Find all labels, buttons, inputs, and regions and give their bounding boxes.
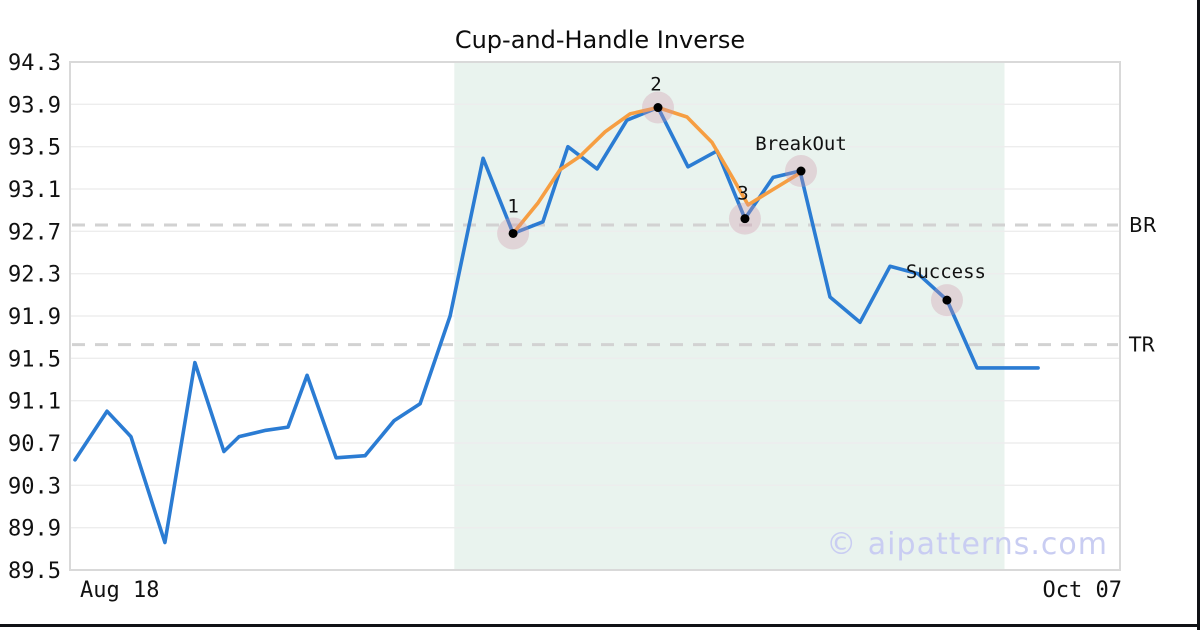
marker-label: Success bbox=[906, 261, 986, 283]
marker-label: 3 bbox=[737, 183, 748, 205]
marker-dot bbox=[653, 103, 663, 113]
image-border-bottom bbox=[0, 624, 1200, 627]
y-tick-label: 93.5 bbox=[8, 136, 61, 161]
marker-dot bbox=[508, 228, 518, 238]
price-line bbox=[73, 105, 1040, 545]
y-tick-label: 89.5 bbox=[8, 559, 61, 584]
marker-dot bbox=[796, 166, 806, 176]
x-tick-label: Aug 18 bbox=[80, 578, 159, 603]
y-tick-label: 92.7 bbox=[8, 220, 61, 245]
marker-dot bbox=[942, 295, 952, 305]
image-border-right bbox=[1197, 0, 1200, 630]
marker-label: 1 bbox=[507, 195, 518, 217]
y-tick-label: 93.9 bbox=[8, 93, 61, 118]
marker-dot bbox=[740, 214, 750, 224]
y-tick-label: 91.9 bbox=[8, 305, 61, 330]
marker-label: BreakOut bbox=[755, 133, 847, 155]
plot-border bbox=[69, 61, 1121, 571]
y-tick-label: 92.3 bbox=[8, 263, 61, 288]
y-tick-label: 91.1 bbox=[8, 390, 61, 415]
x-tick-label: Oct 07 bbox=[1043, 578, 1122, 603]
y-tick-label: 90.7 bbox=[8, 432, 61, 457]
y-tick-label: 90.3 bbox=[8, 474, 61, 499]
level-label: BR bbox=[1129, 213, 1157, 237]
chart-title: Cup-and-Handle Inverse bbox=[454, 26, 746, 54]
y-tick-label: 94.3 bbox=[8, 51, 61, 76]
y-tick-label: 89.9 bbox=[8, 517, 61, 542]
watermark: © aipatterns.com bbox=[826, 527, 1108, 562]
y-tick-label: 91.5 bbox=[8, 347, 61, 372]
level-label: TR bbox=[1128, 333, 1155, 357]
y-tick-label: 93.1 bbox=[8, 178, 61, 203]
marker-label: 2 bbox=[650, 74, 661, 96]
